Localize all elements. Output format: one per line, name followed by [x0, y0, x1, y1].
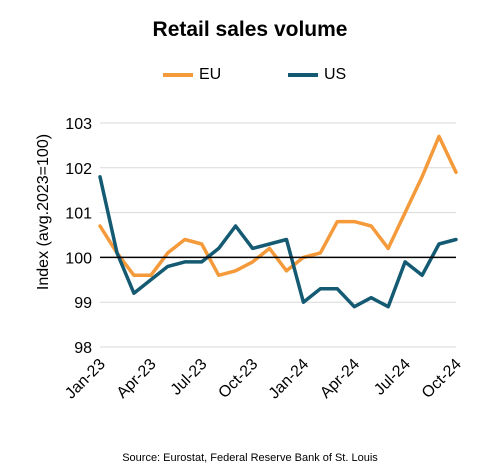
x-tick-label: Jul-23 — [168, 356, 211, 399]
x-tick-label: Jul-24 — [371, 356, 414, 399]
legend-item-us: US — [288, 65, 346, 85]
y-tick-label: 102 — [65, 161, 92, 178]
legend-label-eu: EU — [199, 66, 222, 83]
x-tick-label: Apr-24 — [317, 356, 363, 402]
y-tick-label: 98 — [74, 340, 92, 357]
x-tick-label: Oct-23 — [215, 356, 261, 402]
legend-swatch-us — [288, 73, 318, 77]
x-tick-label: Oct-24 — [419, 356, 465, 402]
y-tick-label: 103 — [65, 116, 92, 133]
x-tick-label: Jan-23 — [62, 356, 109, 403]
y-tick-label: 101 — [65, 206, 92, 223]
chart-title: Retail sales volume — [152, 18, 348, 41]
series-line-us — [98, 175, 458, 309]
x-tick-label: Apr-23 — [114, 356, 160, 402]
x-tick-label: Jan-24 — [266, 356, 313, 403]
legend-swatch-eu — [163, 73, 193, 77]
y-tick-label: 99 — [74, 295, 92, 312]
y-tick-label: 100 — [65, 250, 92, 267]
legend-label-us: US — [324, 66, 347, 83]
legend-item-eu: EU — [163, 65, 221, 85]
series-line-eu — [98, 134, 458, 278]
source-note: Source: Eurostat, Federal Reserve Bank o… — [122, 452, 378, 464]
